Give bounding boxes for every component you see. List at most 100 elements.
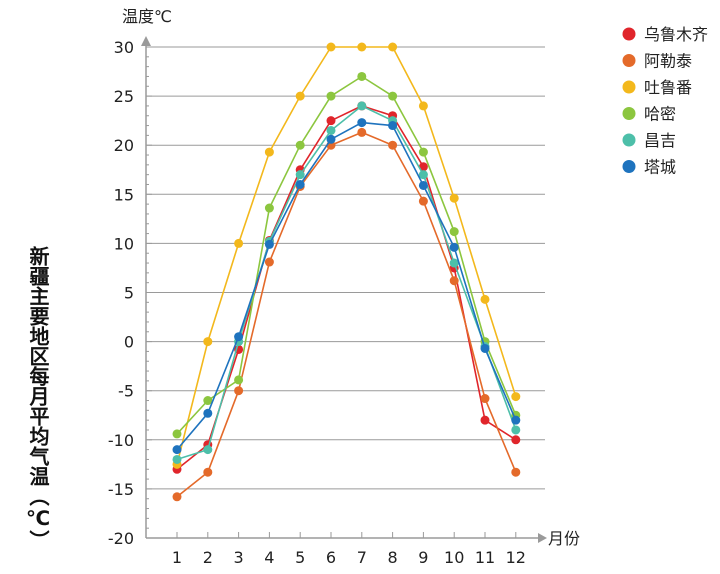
legend-marker <box>622 160 636 173</box>
y-axis-label: 温度℃ <box>122 7 172 26</box>
legend-item: 哈密 <box>622 105 676 124</box>
gridlines <box>146 46 545 490</box>
chart-title: 新疆主要地区每月平均气温（℃） <box>26 246 50 550</box>
data-point <box>326 116 336 126</box>
data-point <box>418 180 428 190</box>
data-point <box>449 193 459 203</box>
legend-label: 阿勒泰 <box>644 52 692 71</box>
series-阿勒泰 <box>172 127 521 502</box>
y-tick-label: 0 <box>124 333 134 352</box>
data-point <box>264 257 274 267</box>
y-tick-label: -10 <box>108 431 134 450</box>
data-point <box>357 127 367 137</box>
data-point <box>418 101 428 111</box>
legend-marker <box>622 27 636 41</box>
data-point <box>418 170 428 180</box>
y-tick-label: 30 <box>114 38 134 57</box>
data-point <box>418 196 428 206</box>
data-point <box>264 239 274 249</box>
legend-item: 阿勒泰 <box>622 52 692 71</box>
series-lines <box>172 42 521 502</box>
data-point <box>172 454 182 464</box>
legend-marker <box>622 133 636 147</box>
data-point <box>172 492 182 502</box>
data-point <box>511 435 521 445</box>
legend-label: 塔城 <box>644 158 676 177</box>
x-tick-label: 2 <box>203 548 213 567</box>
data-point <box>203 408 213 418</box>
data-point <box>172 429 182 439</box>
x-tick-label: 6 <box>326 548 336 567</box>
data-point <box>388 91 398 101</box>
legend-item: 乌鲁木齐 <box>622 25 708 44</box>
y-tick-label: -20 <box>108 529 134 548</box>
legend-label: 吐鲁番 <box>644 78 692 97</box>
data-point <box>234 386 244 396</box>
series-吐鲁番 <box>172 42 521 469</box>
data-point <box>295 170 305 180</box>
data-point <box>449 258 459 268</box>
x-tick-labels: 1 2 3 4 5 6 7 8 9 10 11 12 <box>172 548 526 567</box>
x-axis-label: 月份 <box>548 529 580 548</box>
series-line <box>176 105 517 470</box>
data-point <box>295 140 305 150</box>
data-point <box>449 227 459 237</box>
series-塔城 <box>172 118 521 455</box>
series-line <box>176 131 517 498</box>
data-point <box>295 179 305 189</box>
data-point <box>418 147 428 157</box>
x-tick-label: 3 <box>234 548 244 567</box>
y-tick-label: 15 <box>114 185 134 204</box>
data-point <box>326 42 336 52</box>
axes <box>141 36 547 543</box>
y-tick-label: -5 <box>118 382 134 401</box>
legend-label: 乌鲁木齐 <box>644 25 708 44</box>
data-point <box>264 147 274 157</box>
legend-item: 塔城 <box>622 158 676 177</box>
data-point <box>203 467 213 477</box>
x-axis-arrow <box>538 533 547 543</box>
x-tick-label: 1 <box>172 548 182 567</box>
x-tick-label: 5 <box>295 548 305 567</box>
data-point <box>511 467 521 477</box>
legend-marker <box>622 80 636 94</box>
y-tick-label: 10 <box>114 234 134 253</box>
data-point <box>480 343 490 353</box>
legend-label: 哈密 <box>644 105 676 124</box>
y-tick-labels: 30 25 20 15 10 5 0 -5 -10 -15 -20 <box>108 38 134 548</box>
legend-item: 昌吉 <box>622 131 676 150</box>
data-point <box>326 134 336 144</box>
data-point <box>203 396 213 406</box>
x-tick-label: 7 <box>357 548 367 567</box>
data-point <box>388 121 398 131</box>
x-tick-label: 11 <box>475 548 495 567</box>
data-point <box>480 394 490 404</box>
data-point <box>326 91 336 101</box>
data-point <box>234 332 244 342</box>
y-tick-label: 5 <box>124 284 134 303</box>
series-line <box>176 46 517 465</box>
y-axis-arrow <box>141 36 151 46</box>
data-point <box>357 101 367 111</box>
data-point <box>295 91 305 101</box>
data-point <box>326 125 336 135</box>
x-tick-label: 8 <box>388 548 398 567</box>
series-line <box>176 75 517 435</box>
legend-label: 昌吉 <box>644 131 676 150</box>
data-point <box>203 445 213 455</box>
legend-marker <box>622 107 636 120</box>
series-line <box>176 121 517 451</box>
x-tick-label: 12 <box>506 548 526 567</box>
data-point <box>449 276 459 286</box>
data-point <box>357 71 367 81</box>
y-tick-label: 25 <box>114 87 134 106</box>
data-point <box>511 392 521 402</box>
data-point <box>480 415 490 425</box>
data-point <box>388 42 398 52</box>
x-tick-label: 10 <box>444 548 464 567</box>
series-哈密 <box>172 71 521 439</box>
x-tick-label: 4 <box>264 548 274 567</box>
y-tick-label: -15 <box>108 480 134 499</box>
